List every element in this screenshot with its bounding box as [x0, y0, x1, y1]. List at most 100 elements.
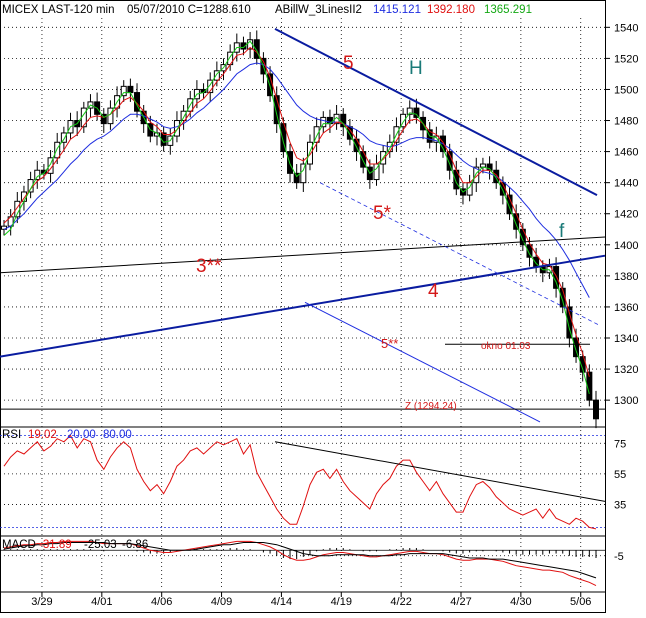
time-tick-label: 4/22: [390, 596, 411, 608]
price-tick-label: 1300: [614, 395, 638, 407]
price-bar-body: [300, 163, 307, 184]
price-bar-body: [579, 356, 586, 373]
trendline-5star: [319, 182, 601, 326]
time-tick-label: 4/14: [271, 596, 292, 608]
time-tick-label: 4/19: [331, 596, 352, 608]
macd-value2: -25.03: [84, 539, 117, 551]
trendline-support: [0, 254, 606, 358]
price-bar-body: [273, 95, 280, 125]
rsi-tick-label: 55: [614, 469, 626, 481]
price-tick-label: 1340: [614, 333, 638, 345]
rsi-label: RSI: [2, 429, 21, 441]
price-bar-body: [333, 113, 340, 125]
price-bar-body: [60, 132, 67, 143]
macd-tick-label: -5: [614, 551, 624, 563]
price-tick-label: 1320: [614, 364, 638, 376]
rsi-value: 19.02: [28, 429, 57, 441]
macd-panel: [0, 540, 605, 587]
price-bar-body: [306, 141, 313, 165]
annotation-okno: okno 01.03: [481, 341, 531, 352]
price-bar-body: [100, 113, 107, 125]
rsi-panel: [0, 434, 606, 530]
price-bar-body: [573, 337, 580, 358]
price-bar-body: [526, 244, 533, 258]
price-bar-body: [173, 120, 180, 137]
price-bar-body: [433, 135, 440, 143]
axes: 1540 1520 1500 1480 1460 1440 1420 1400 1380 1360…: [31, 22, 638, 608]
price-bar-body: [406, 107, 413, 115]
price-tick-label: 1440: [614, 178, 638, 190]
time-tick-label: 4/06: [151, 596, 172, 608]
macd-series: [3, 540, 597, 587]
price-tick-label: 1420: [614, 209, 638, 221]
price-bar-body: [473, 166, 480, 184]
price-tick-label: 1500: [614, 84, 638, 96]
annotation-H: H: [409, 58, 423, 79]
price-bar-body: [293, 172, 300, 184]
price-bar-body: [413, 107, 420, 118]
time-tick-label: 3/29: [31, 596, 52, 608]
header-line2-value: 1392.180: [427, 4, 475, 16]
macd-value1: -31.89: [39, 539, 72, 551]
price-tick-label: 1360: [614, 302, 638, 314]
rsi-trendline: [274, 441, 606, 502]
macd-signal-series: [3, 542, 597, 579]
header-indicator: ABillW_3LinesII2: [275, 4, 362, 16]
header-date-close: 05/07/2010 C=1288.610: [127, 4, 251, 16]
annotation-f: f: [559, 221, 565, 242]
rsi-series: [3, 434, 597, 530]
macd-value3: -6.86: [122, 539, 148, 551]
price-tick-label: 1520: [614, 53, 638, 65]
price-series-line3: [3, 40, 590, 395]
trendline-5doublestar: [304, 301, 541, 423]
price-bar-body: [400, 113, 407, 128]
time-tick-label: 4/30: [510, 596, 531, 608]
time-tick-label: 4/09: [211, 596, 232, 608]
trendline-3: [0, 236, 606, 274]
annotation-wave-3: 3**: [196, 256, 222, 277]
price-bar-body: [313, 126, 320, 143]
price-tick-label: 1540: [614, 22, 638, 34]
annotation-wave-5: 5: [343, 53, 354, 74]
price-bar-body: [207, 79, 214, 94]
annotation-wave-5star: 5*: [373, 203, 392, 224]
rsi-level-low: 20.00: [67, 429, 96, 441]
price-bar-body: [120, 85, 127, 97]
price-bar-body: [134, 92, 141, 112]
price-bar-body: [127, 85, 134, 94]
price-panel: [0, 27, 606, 429]
annotation-z-level: Z (1294.24): [405, 401, 457, 412]
price-bar-body: [340, 113, 347, 128]
price-tick-label: 1460: [614, 147, 638, 159]
trendline-resistance: [274, 27, 598, 196]
price-tick-label: 1480: [614, 116, 638, 128]
macd-label: MACD: [2, 539, 36, 551]
price-bar-body: [54, 141, 61, 159]
price-bar-body: [34, 169, 41, 181]
annotation-wave-5doublestar: 5**: [381, 336, 398, 351]
header-line1-value: 1415.121: [373, 4, 421, 16]
price-bar-body: [213, 70, 220, 81]
time-tick-label: 5/06: [570, 596, 591, 608]
price-series-line1: [3, 62, 590, 298]
rsi-level-high: 80.00: [103, 429, 132, 441]
header-line3-value: 1365.291: [484, 4, 532, 16]
header-symbol: MICEX LAST-120 min: [2, 4, 114, 16]
price-bar-body: [240, 42, 247, 50]
price-bar-body: [513, 213, 520, 230]
price-bar-body: [553, 266, 560, 289]
rsi-tick-label: 75: [614, 438, 626, 450]
rsi-tick-label: 35: [614, 499, 626, 511]
time-tick-label: 4/01: [91, 596, 112, 608]
price-bar-body: [253, 39, 260, 59]
price-tick-label: 1380: [614, 271, 638, 283]
annotation-wave-4: 4: [428, 281, 439, 302]
price-bar-body: [180, 110, 187, 122]
price-bar-body: [320, 116, 327, 128]
time-tick-label: 4/27: [450, 596, 471, 608]
price-series-line2: [3, 46, 590, 377]
grid: [0, 0, 606, 613]
price-bar-body: [280, 123, 287, 153]
